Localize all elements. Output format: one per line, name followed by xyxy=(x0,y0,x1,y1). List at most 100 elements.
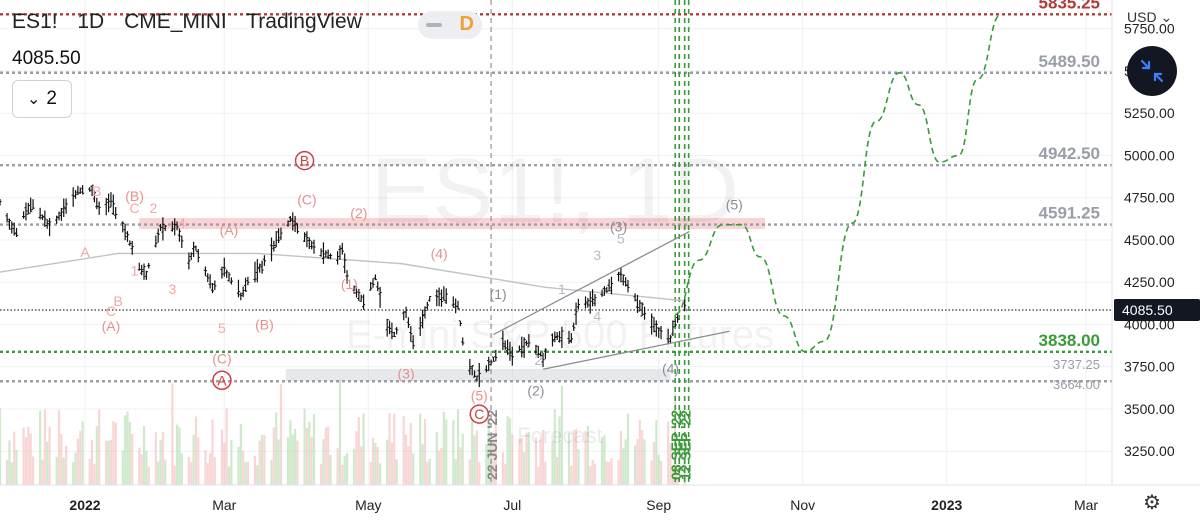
ohlc-bar xyxy=(236,279,241,298)
wave-label: C xyxy=(130,200,140,216)
time-axis[interactable]: 2022 Mar May Jul Sep Nov 2023 Mar xyxy=(0,484,1200,513)
ohlc-bar xyxy=(506,339,510,356)
ohlc-bar xyxy=(222,257,226,277)
wave-label: (C) xyxy=(297,191,316,207)
ohlc-bar xyxy=(62,198,66,217)
ohlc-bar xyxy=(600,289,604,297)
session-toggle[interactable]: D xyxy=(418,11,482,39)
volume-bar xyxy=(574,429,578,485)
volume-bar xyxy=(570,465,573,485)
ohlc-bar xyxy=(345,270,349,284)
wave-label: (2) xyxy=(350,205,367,221)
volume-bar xyxy=(286,437,290,485)
ohlc-bar xyxy=(258,263,262,273)
time-tick-label: Nov xyxy=(790,497,815,513)
volume-bar xyxy=(270,459,273,485)
ohlc-bar xyxy=(539,352,543,360)
volume-bar xyxy=(310,436,313,485)
volume-bar xyxy=(525,432,528,485)
ohlc-bar xyxy=(343,253,347,274)
volume-bar xyxy=(643,439,646,485)
volume-bar xyxy=(374,442,377,485)
ohlc-bar xyxy=(187,252,191,270)
ohlc-bar xyxy=(555,332,559,340)
volume-bar xyxy=(520,438,523,485)
ohlc-bar xyxy=(76,185,80,196)
currency-selector[interactable]: USD ⌄ xyxy=(1127,9,1172,26)
ohlc-bar xyxy=(196,249,200,263)
wave-circle xyxy=(294,150,315,171)
ohlc-bar xyxy=(10,221,14,234)
ohlc-bar xyxy=(128,240,132,246)
ohlc-bar xyxy=(29,197,33,214)
volume-bar xyxy=(518,439,521,485)
volume-bar xyxy=(294,428,297,485)
ohlc-bar xyxy=(291,212,295,231)
chart-header: ES1! 1D CME_MINI TradingView xyxy=(12,10,376,34)
volume-bar xyxy=(239,423,242,485)
volume-bar xyxy=(336,448,339,485)
volume-bar xyxy=(258,440,261,485)
ohlc-bar xyxy=(671,320,675,337)
volume-bar xyxy=(440,447,443,485)
volume-bar xyxy=(572,430,575,485)
volume-bar xyxy=(390,442,394,485)
volume-bar xyxy=(357,417,360,485)
volume-bar xyxy=(121,450,124,485)
volume-bar xyxy=(327,426,330,485)
volume-bar xyxy=(641,430,644,485)
level-label: 4942.50 xyxy=(1039,144,1100,163)
indicators-toggle-button[interactable]: ⌄ 2 xyxy=(12,80,72,118)
ohlc-bar xyxy=(158,223,163,232)
ohlc-bar xyxy=(543,348,547,360)
volume-bar xyxy=(90,439,94,485)
ohlc-bar xyxy=(624,277,628,287)
collapse-zoom-button[interactable] xyxy=(1127,46,1177,96)
ohlc-bar xyxy=(38,207,42,220)
volume-bar xyxy=(114,422,117,485)
ohlc-bar xyxy=(369,281,373,291)
ohlc-bar xyxy=(213,280,217,290)
volume-bar xyxy=(187,456,190,485)
ohlc-bar xyxy=(293,215,297,232)
volume-bar xyxy=(478,461,481,485)
level-label: 3737.25 xyxy=(1053,357,1100,372)
settings-gear-icon[interactable]: ⚙ xyxy=(1143,492,1161,514)
ohlc-bar xyxy=(567,330,571,345)
ohlc-bar xyxy=(357,288,361,302)
ohlc-bar xyxy=(45,219,49,229)
volume-bar xyxy=(76,438,80,485)
ohlc-bar xyxy=(361,294,366,310)
ohlc-bar xyxy=(475,375,479,382)
ohlc-bar xyxy=(336,251,340,265)
candles xyxy=(0,184,687,388)
volume-bar xyxy=(164,459,167,485)
ohlc-bar xyxy=(487,356,491,372)
wave-circle xyxy=(469,404,490,424)
volume-bar xyxy=(157,461,160,485)
volume-bar xyxy=(244,462,247,485)
volume-bar xyxy=(180,453,183,485)
ohlc-bar xyxy=(409,326,413,342)
volume-bar xyxy=(428,458,431,485)
volume-bar xyxy=(322,438,325,485)
ohlc-bar xyxy=(90,184,94,197)
ohlc-bar xyxy=(418,316,422,337)
level-label: 3838.00 xyxy=(1039,331,1100,350)
ohlc-bar xyxy=(633,293,637,302)
volume-bar xyxy=(511,434,514,485)
ohlc-bar xyxy=(395,327,399,335)
interval-label[interactable]: 1D xyxy=(77,10,105,33)
time-tick-label: 2022 xyxy=(69,497,100,513)
ohlc-bar xyxy=(71,187,75,207)
ohlc-bar xyxy=(328,253,333,260)
ohlc-bar xyxy=(78,187,82,194)
ohlc-bar xyxy=(302,232,307,243)
volume-bar xyxy=(15,449,18,485)
ohlc-bar xyxy=(161,217,165,241)
symbol-name[interactable]: ES1! xyxy=(12,10,58,33)
volume-bar xyxy=(24,437,28,485)
channel-line xyxy=(493,230,690,336)
volume-bar xyxy=(72,462,75,485)
